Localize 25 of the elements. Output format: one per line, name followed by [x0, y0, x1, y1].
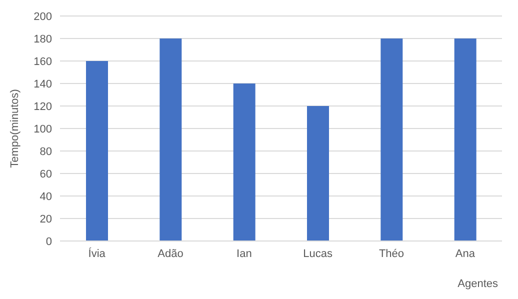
- y-tick-label: 120: [34, 100, 52, 113]
- y-axis-title: Tempo(minutos): [8, 89, 21, 168]
- y-tick-label: 160: [34, 56, 52, 68]
- x-tick-label: Lucas: [303, 248, 334, 260]
- y-tick-label: 80: [40, 146, 52, 158]
- bar: [233, 84, 256, 241]
- y-tick-label: 40: [40, 190, 52, 203]
- bar: [307, 106, 329, 241]
- x-tick-label: Ívia: [88, 246, 106, 260]
- x-tick-label: Ian: [236, 248, 252, 260]
- x-axis-title: Agentes: [458, 278, 498, 290]
- y-tick-label: 60: [40, 168, 52, 180]
- y-tick-label: 200: [34, 10, 52, 23]
- y-tick-label: 180: [34, 33, 52, 46]
- bar: [380, 38, 403, 241]
- y-tick-label: 100: [34, 123, 52, 136]
- x-tick-label: Ana: [455, 248, 476, 260]
- x-tick-label: Adão: [158, 248, 184, 260]
- bar: [86, 61, 108, 241]
- y-tick-label: 20: [40, 213, 52, 226]
- bar: [454, 38, 476, 241]
- bar: [160, 38, 182, 241]
- x-tick-label: Théo: [378, 248, 404, 260]
- y-tick-label: 0: [46, 236, 52, 248]
- y-tick-label: 140: [34, 78, 52, 90]
